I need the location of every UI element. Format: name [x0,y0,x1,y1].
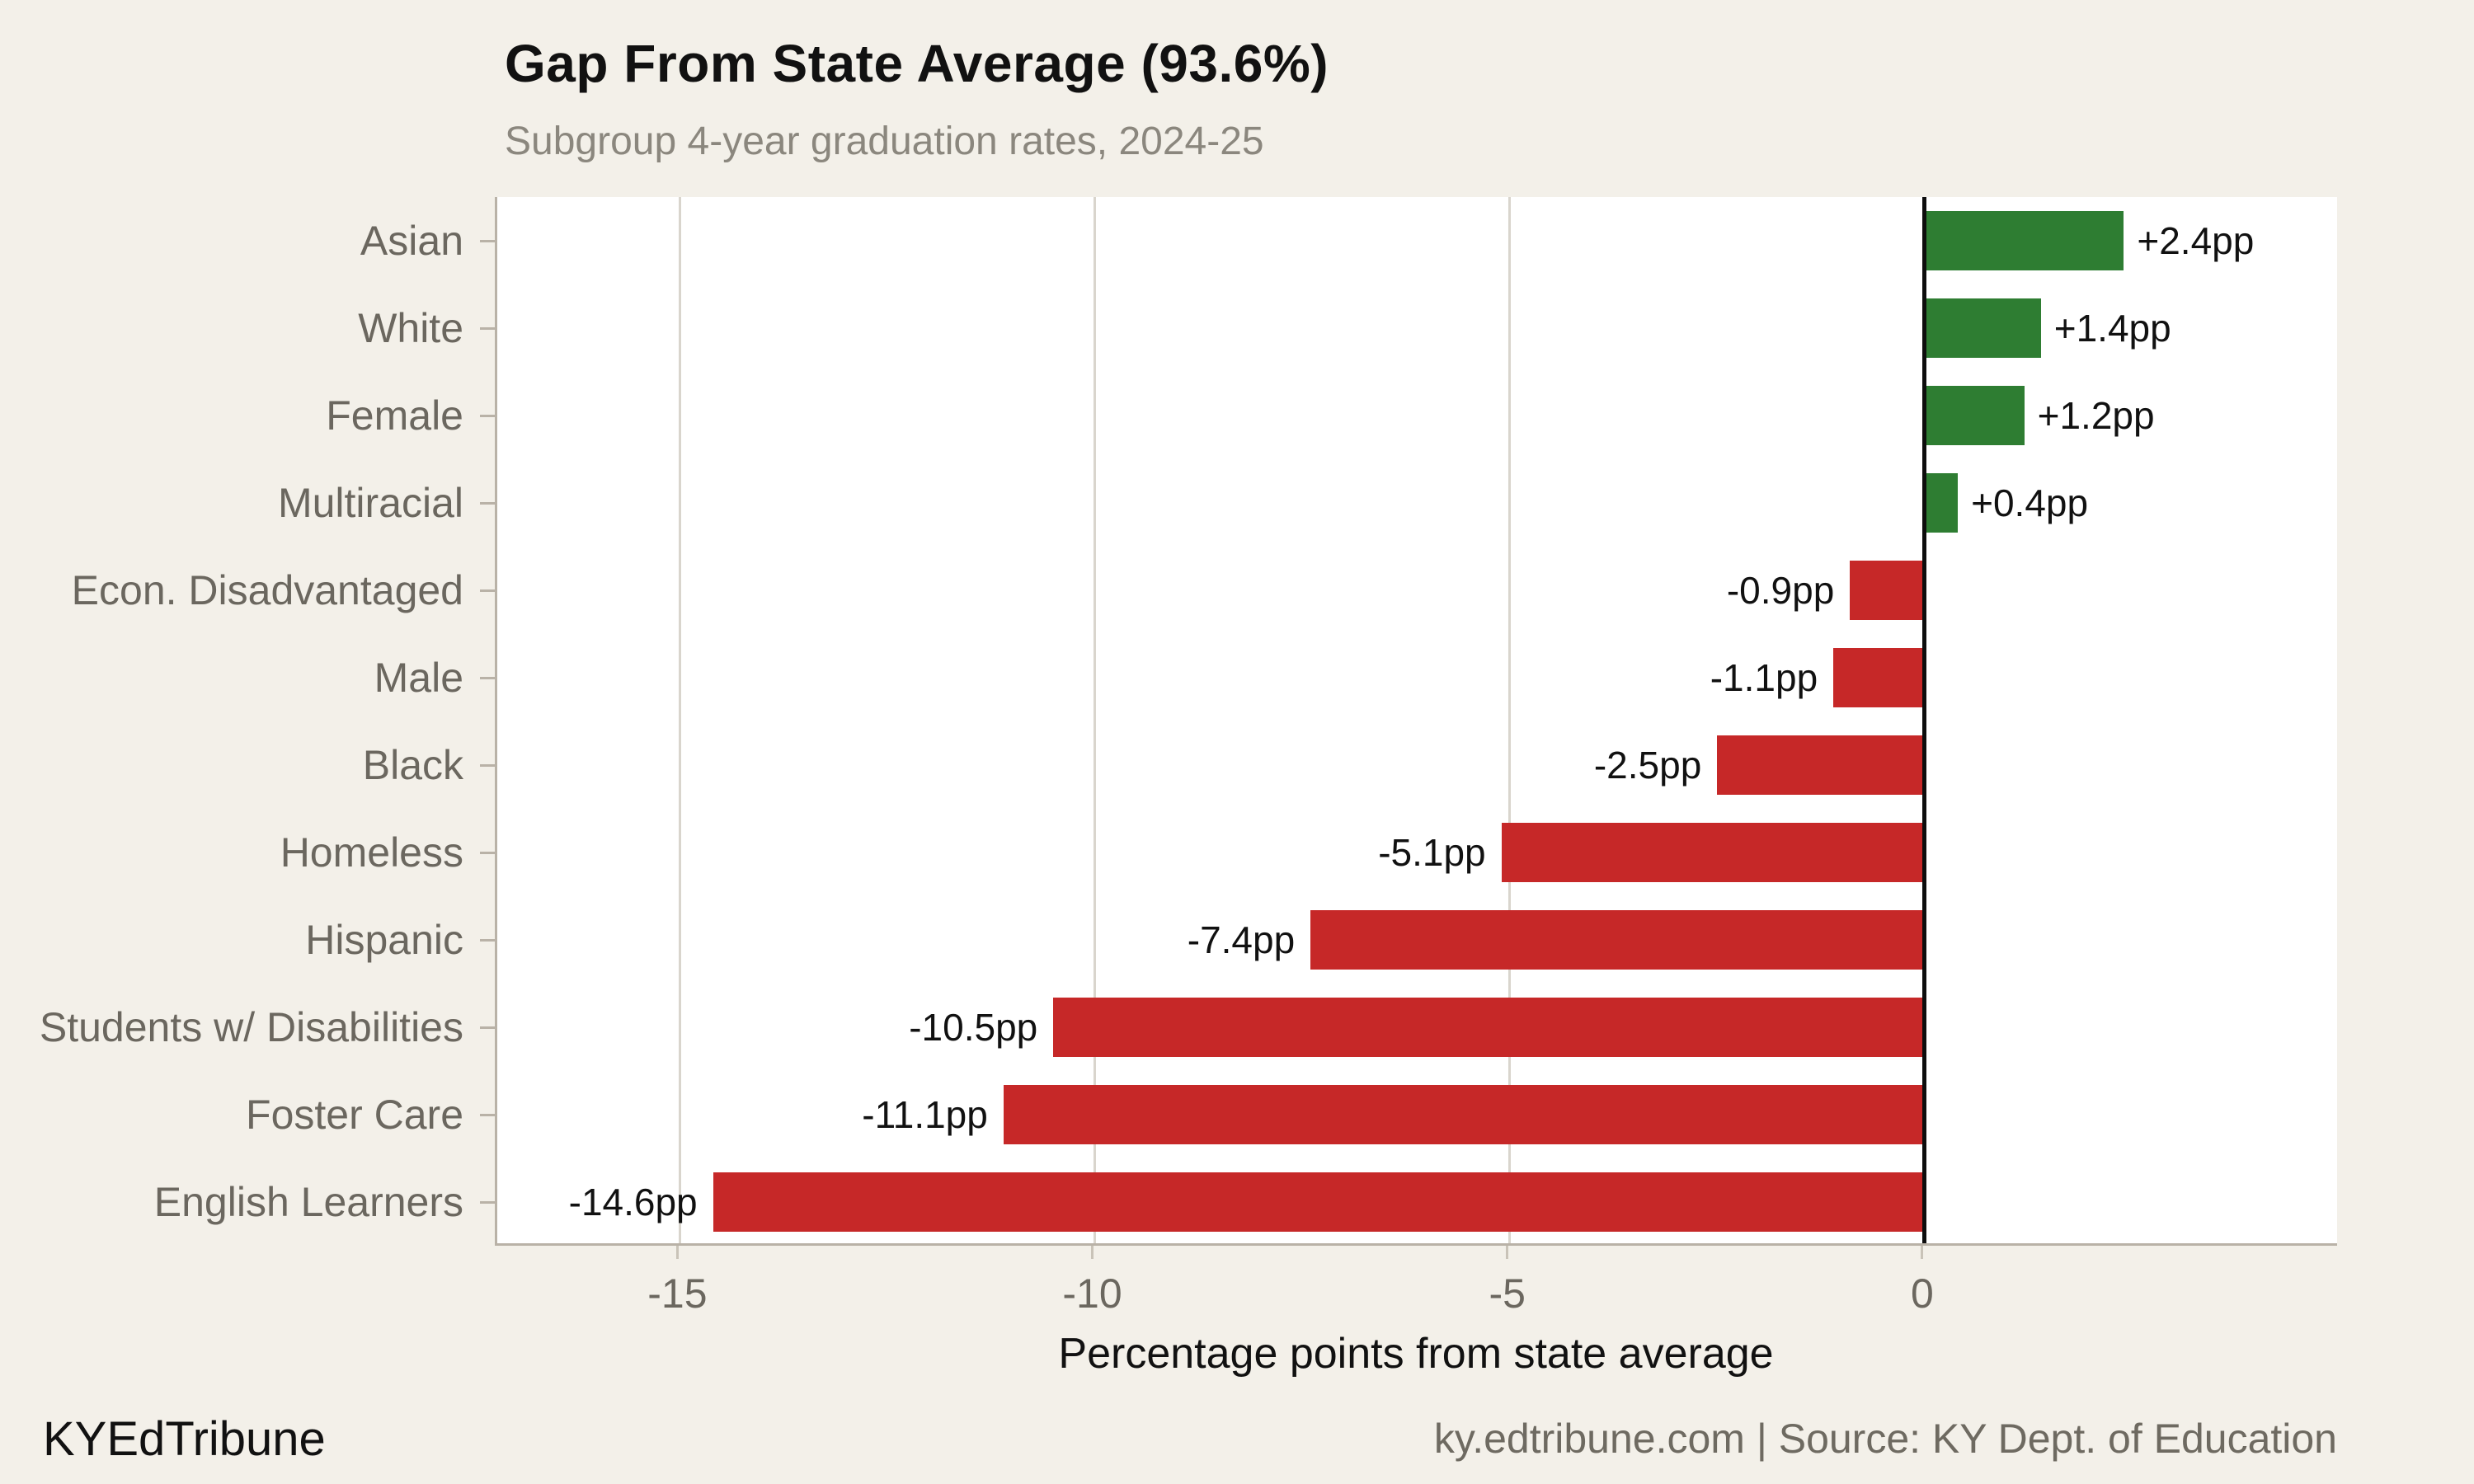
brand-logo: KYEdTribune [43,1412,326,1466]
plot-area: +2.4pp +1.4pp +1.2pp +0.4pp -0.9pp -1.1pp -2.5… [495,197,2337,1246]
y-tick-mark [480,589,496,592]
y-axis-label: English Learners [153,1179,463,1225]
bar-value-label: -7.4pp [1187,918,1296,961]
bar [1833,648,1925,707]
y-axis-label: Econ. Disadvantaged [71,567,463,613]
y-axis-label: Male [374,655,463,701]
x-tick-mark [1506,1246,1509,1259]
y-tick-mark [480,1200,496,1204]
y-axis-label: Asian [360,218,463,264]
x-tick-label: -15 [647,1270,708,1317]
bar [1850,561,1925,620]
y-axis-label: Black [362,742,463,788]
bar [1924,473,1959,533]
y-tick-mark [480,414,496,417]
bar [1924,298,2041,358]
y-axis-label: Students w/ Disabilities [39,1004,463,1050]
bar-value-label: -2.5pp [1593,744,1702,787]
chart-title: Gap From State Average (93.6%) [505,34,1329,93]
zero-line [1922,197,1927,1243]
bar-value-label: +1.4pp [2053,307,2171,350]
y-tick-mark [480,501,496,505]
y-tick-mark [480,851,496,854]
bar [1501,823,1925,882]
bar-value-label: +0.4pp [1971,481,2089,524]
bar-value-label: -10.5pp [909,1006,1038,1049]
bar [1053,998,1925,1057]
x-tick-mark [675,1246,679,1259]
bar [713,1172,1925,1232]
bar-value-label: -5.1pp [1378,831,1486,874]
x-tick-label: 0 [1910,1270,1934,1317]
source-attribution: ky.edtribune.com | Source: KY Dept. of E… [1433,1416,2337,1462]
bar [1924,386,2025,445]
y-tick-mark [480,239,496,242]
y-tick-mark [480,676,496,679]
gridline [1508,197,1512,1243]
gridline [1094,197,1097,1243]
y-axis-label: White [358,305,463,351]
chart-subtitle: Subgroup 4-year graduation rates, 2024-2… [505,120,1264,163]
bar [1924,211,2124,270]
x-tick-label: -10 [1062,1270,1122,1317]
y-tick-mark [480,1026,496,1029]
x-axis-title: Percentage points from state average [1058,1330,1774,1378]
bar [1717,735,1925,795]
y-tick-mark [480,938,496,942]
y-axis-label: Hispanic [305,917,463,963]
bar-value-label: -1.1pp [1710,656,1818,699]
bar [1003,1085,1925,1144]
x-tick-label: -5 [1489,1270,1526,1317]
bar-value-label: -14.6pp [568,1181,698,1223]
y-axis-label: Foster Care [246,1092,463,1138]
y-tick-mark [480,763,496,767]
y-axis-label: Female [326,392,463,439]
bar-value-label: +1.2pp [2037,394,2155,437]
y-axis-label: Homeless [280,829,463,876]
y-tick-mark [480,1113,496,1116]
bar-value-label: +2.4pp [2137,219,2255,262]
x-tick-mark [1921,1246,1924,1259]
y-axis-label: Multiracial [277,480,463,526]
bar-value-label: -11.1pp [862,1093,988,1136]
bar-value-label: -0.9pp [1726,569,1835,612]
gridline [678,197,681,1243]
bar [1310,910,1925,970]
y-tick-mark [480,326,496,330]
x-tick-mark [1091,1246,1094,1259]
